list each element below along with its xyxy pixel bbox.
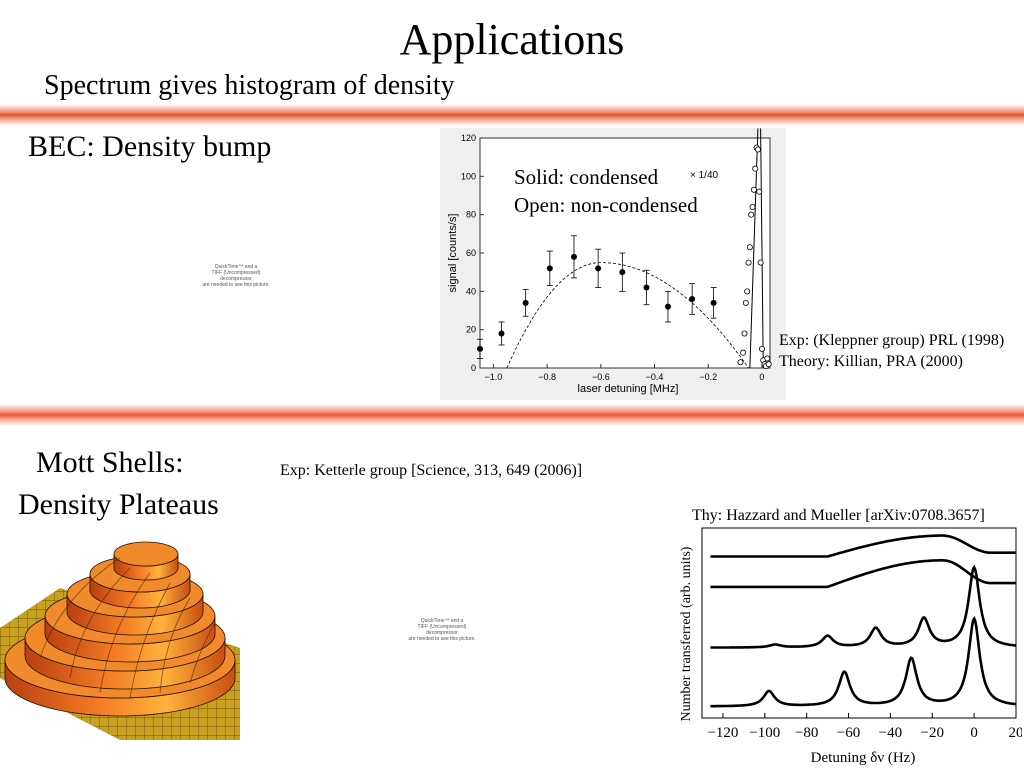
open-data-point	[748, 211, 755, 218]
open-data-point	[750, 186, 757, 193]
open-data-point	[758, 345, 765, 352]
solid-data-point	[570, 253, 577, 260]
open-data-point	[764, 355, 771, 362]
mott-exp-citation: Exp: Ketterle group [Science, 313, 649 (…	[280, 462, 583, 479]
solid-data-point	[643, 284, 650, 291]
quicktime-placeholder-bec: QuickTime™ and a TIFF (Uncompressed) dec…	[202, 264, 270, 288]
thermal-fit-curve	[506, 262, 749, 369]
mott-density-surface-image	[0, 541, 240, 740]
x-tick-label: −0.2	[699, 372, 717, 382]
solid-data-point	[595, 265, 602, 272]
legend-solid-text: Solid: condensed	[514, 165, 659, 189]
mott-x-tick-label: 20	[1009, 725, 1023, 741]
mott-x-tick-label: −120	[707, 725, 738, 741]
solid-data-point	[498, 330, 505, 337]
mott-x-tick-label: −80	[795, 725, 818, 741]
y-tick-label: 80	[466, 210, 476, 220]
y-tick-label: 60	[466, 248, 476, 258]
x-tick-label: −0.8	[538, 372, 556, 382]
mott-heading-line2: Density Plateaus	[18, 488, 219, 521]
open-data-point	[740, 349, 747, 356]
x-tick-label: −0.4	[646, 372, 664, 382]
density-tier-top-6	[113, 541, 179, 567]
mott-spectrum-chart: −120 −100 −80 −60 −40 −20 0 20 Detuning δν (Hz)…	[679, 527, 1023, 766]
mott-y-axis-label: Number transferred (arb. units)	[679, 546, 694, 721]
mott-x-tick-label: −40	[879, 725, 902, 741]
mott-x-tick-label: 0	[970, 725, 978, 741]
slide-subtitle: Spectrum gives histogram of density	[44, 70, 455, 101]
y-tick-label: 40	[466, 286, 476, 296]
bec-exp-citation: Exp: (Kleppner group) PRL (1998)	[779, 332, 1005, 349]
x-tick-label: −0.6	[592, 372, 610, 382]
bec-x-axis-label: laser detuning [MHz]	[578, 383, 679, 395]
mott-x-axis-label: Detuning δν (Hz)	[811, 750, 916, 766]
open-data-point	[742, 299, 749, 306]
mott-x-tick-label: −20	[921, 725, 944, 741]
legend-open-text: Open: non-condensed	[514, 193, 698, 217]
y-tick-label: 100	[461, 171, 476, 181]
open-data-point	[752, 165, 759, 172]
bec-heading: BEC: Density bump	[28, 130, 272, 163]
smooth-line-2	[710, 534, 1016, 558]
bec-spectrum-chart: 0 20 40 60 80 100 120 −1.0 −0.8 −0.6 −0.4 −0.2 0 la…	[440, 128, 786, 400]
x-tick-label: −1.0	[485, 372, 503, 382]
divider-band-middle	[0, 404, 1024, 426]
solid-data-point	[619, 269, 626, 276]
mott-heading-line1: Mott Shells:	[36, 446, 184, 479]
condensate-fit-right	[760, 128, 764, 369]
divider-band-top	[0, 104, 1024, 126]
solid-data-point	[710, 299, 717, 306]
open-data-point	[757, 259, 764, 266]
solid-data-point	[689, 296, 696, 302]
solid-data-point	[522, 299, 529, 306]
open-data-point	[744, 288, 751, 295]
bec-y-axis-label: signal [counts/s]	[447, 214, 459, 293]
bec-theory-citation: Theory: Killian, PRA (2000)	[779, 353, 963, 370]
y-tick-label: 120	[461, 133, 476, 143]
open-data-point	[765, 361, 772, 368]
open-data-point	[737, 359, 744, 366]
smooth-line-1	[710, 559, 1016, 589]
open-data-point	[754, 146, 761, 153]
y-tick-label: 0	[471, 363, 476, 373]
x-tick-label: 0	[759, 372, 764, 382]
quicktime-placeholder-mott: QuickTime™ and a TIFF (Uncompressed) dec…	[408, 618, 476, 642]
solid-data-point	[546, 265, 553, 272]
mott-x-tick-label: −100	[749, 725, 780, 741]
spectrum-line-1	[710, 615, 1017, 708]
spectrum-line-2	[710, 564, 1017, 649]
open-data-point	[745, 259, 752, 266]
open-data-point	[749, 204, 756, 211]
mott-theory-citation: Thy: Hazzard and Mueller [arXiv:0708.365…	[692, 507, 985, 524]
slide-title: Applications	[399, 15, 625, 64]
solid-data-point	[477, 345, 483, 352]
mott-x-tick-label: −60	[837, 725, 860, 741]
open-data-point	[756, 188, 763, 195]
scale-note: × 1/40	[690, 170, 719, 181]
open-data-point	[741, 330, 748, 337]
y-tick-label: 20	[466, 325, 476, 335]
open-data-point	[746, 244, 753, 251]
solid-data-point	[664, 303, 671, 310]
